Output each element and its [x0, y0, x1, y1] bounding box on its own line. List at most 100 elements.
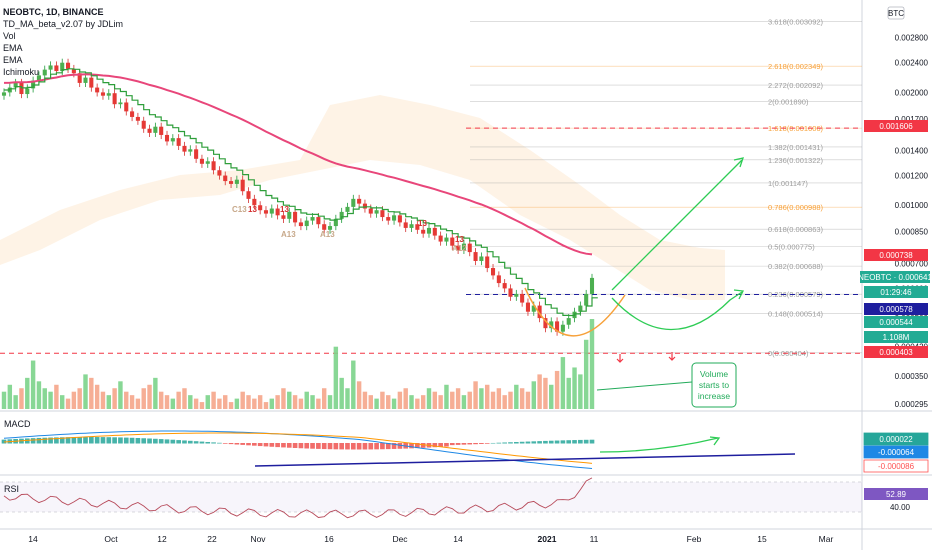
volume-bar	[321, 388, 327, 409]
macd-histogram-bar	[292, 443, 298, 448]
volume-bar	[234, 398, 240, 409]
macd-histogram-bar	[496, 442, 502, 444]
volume-bar	[217, 398, 222, 409]
volume-bar	[327, 395, 333, 409]
candle-body	[496, 275, 501, 284]
volume-bar	[391, 398, 397, 409]
candle-body	[89, 77, 94, 88]
indicator-td[interactable]: TD_MA_beta_v2.07 by JDLim	[3, 19, 124, 29]
volume-bar	[508, 391, 513, 409]
macd-histogram-bar	[257, 443, 263, 447]
time-tick-label: 12	[157, 534, 167, 544]
volume-bar	[356, 381, 362, 409]
candle-body	[357, 198, 362, 204]
macd-histogram-bar	[135, 438, 141, 444]
macd-histogram-bar	[269, 443, 275, 447]
macd-histogram-bar	[502, 442, 508, 444]
volume-bar	[583, 339, 589, 409]
price-tick-label: 0.001000	[895, 201, 929, 210]
time-tick-label: 11	[590, 534, 599, 544]
volume-bar	[199, 402, 205, 409]
candle-body	[100, 92, 106, 96]
projection-arrow-head	[733, 157, 744, 168]
fib-level-label: 0(0.000404)	[768, 349, 809, 358]
macd-histogram-bar	[187, 440, 193, 444]
macd-histogram-bar	[531, 441, 537, 444]
volume-bar	[380, 391, 385, 409]
td-count-label: 13	[280, 205, 289, 214]
volume-bar	[368, 395, 373, 409]
candle-body	[549, 321, 554, 329]
candle-body	[310, 217, 315, 221]
macd-histogram-bar	[327, 443, 333, 450]
volume-bar	[351, 360, 356, 409]
candle-body	[584, 293, 589, 306]
macd-histogram-bar	[54, 437, 59, 444]
candle-body	[164, 134, 170, 142]
macd-histogram-bar	[548, 440, 554, 444]
rsi-badge	[864, 488, 928, 500]
candle-body	[537, 305, 542, 319]
volume-bar	[432, 391, 438, 409]
macd-histogram-bar	[554, 440, 560, 444]
macd-badge	[863, 459, 929, 473]
volume-bar	[333, 346, 339, 409]
macd-histogram-bar	[24, 438, 30, 444]
volume-bar	[287, 391, 292, 409]
price-badge-text: 01:29:46	[880, 288, 912, 297]
price-badge	[864, 286, 928, 298]
macd-line	[3, 430, 593, 469]
macd-histogram-bar	[193, 441, 199, 444]
volume-bar	[275, 395, 280, 409]
macd-histogram-bar	[164, 439, 170, 444]
candle-body	[490, 268, 496, 276]
fib-level-label: 1.382(0.001431)	[768, 143, 824, 152]
fib-level-label: 0.786(0.000988)	[768, 203, 824, 212]
candle-body	[153, 126, 158, 133]
price-badge-text: 0.000403	[879, 348, 913, 357]
volume-bar	[182, 388, 187, 409]
volume-bar	[403, 388, 408, 409]
candle-body	[566, 318, 571, 325]
rsi-label[interactable]: RSI	[4, 484, 20, 494]
candle-body	[508, 288, 513, 297]
indicator-vol[interactable]: Vol	[3, 31, 16, 41]
candle-body	[199, 158, 204, 164]
volume-bar	[304, 391, 309, 409]
candle-body	[252, 198, 257, 206]
macd-histogram-bar	[461, 443, 467, 445]
indicator-ema-1[interactable]: EMA	[3, 43, 23, 53]
candle-body	[205, 161, 210, 164]
candle-body	[263, 210, 269, 214]
volume-bar	[496, 388, 502, 409]
volume-bar	[409, 395, 414, 409]
price-badge	[860, 271, 930, 283]
price-tick-label: 0.000700	[895, 259, 929, 268]
candle-body	[112, 93, 117, 105]
candle-body	[293, 211, 298, 223]
macd-histogram-bar	[380, 443, 385, 450]
volume-bar	[525, 391, 531, 409]
macd-label[interactable]: MACD	[4, 419, 31, 429]
fib-level-label: 2.272(0.002092)	[768, 81, 824, 90]
macd-histogram-bar	[106, 437, 112, 444]
volume-bar	[228, 402, 234, 409]
volume-bar	[19, 388, 24, 409]
indicator-ichimoku[interactable]: Ichimoku	[3, 67, 40, 77]
time-tick-label: 14	[28, 534, 38, 544]
symbol-title[interactable]: NEOBTC, 1D, BINANCE	[3, 7, 104, 17]
candle-body	[467, 243, 472, 253]
candle-body	[444, 237, 449, 242]
candle-body	[479, 256, 484, 262]
macd-histogram-bar	[286, 443, 292, 448]
td-count-label: A12	[452, 244, 467, 253]
price-tick-label: 0.002000	[895, 88, 929, 97]
candle-body	[211, 161, 216, 171]
time-tick-label: 15	[757, 534, 767, 544]
indicator-ema-2[interactable]: EMA	[3, 55, 23, 65]
macd-histogram-bar	[246, 443, 251, 446]
volume-bar	[269, 398, 275, 409]
macd-histogram-bar	[444, 443, 449, 447]
time-tick-label: Dec	[392, 534, 408, 544]
